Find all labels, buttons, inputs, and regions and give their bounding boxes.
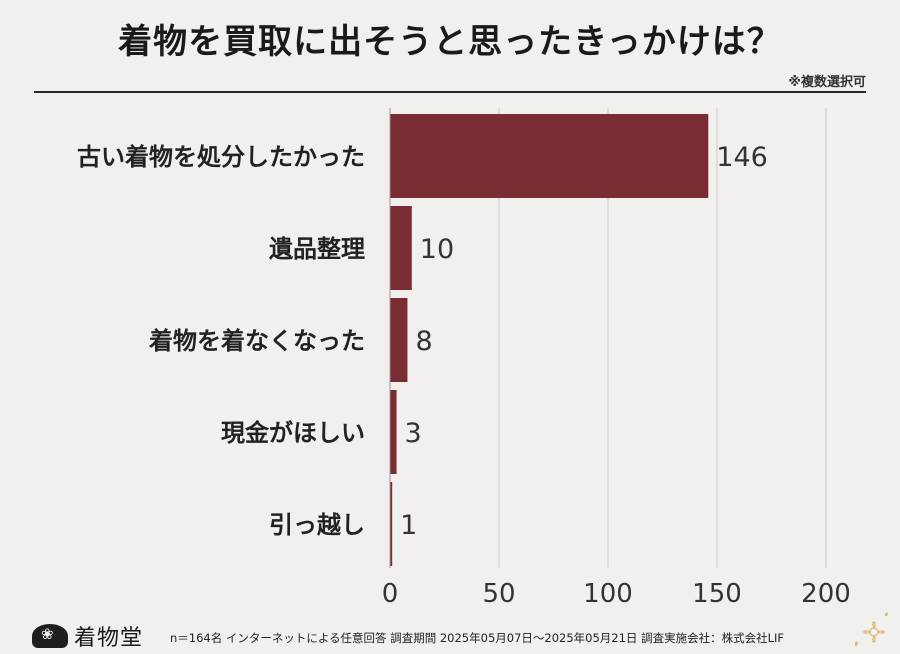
survey-info: n＝164名 インターネットによる任意回答 調査期間 2025年05月07日〜2… — [170, 631, 784, 645]
brand-name: 着物堂 — [74, 626, 144, 651]
chart-title: 着物を買取に出そうと思ったきっかけは？ — [118, 22, 782, 62]
fan-flower-icon — [32, 624, 68, 648]
category-label: 引っ越し — [269, 511, 365, 539]
bar — [390, 114, 709, 198]
multiple-choice-note: ※複数選択可 — [788, 75, 866, 90]
flower-decoration-icon — [854, 612, 889, 647]
bar — [390, 390, 397, 474]
value-label: 3 — [405, 418, 422, 449]
bar — [390, 482, 393, 566]
title-divider — [34, 91, 866, 93]
bar — [390, 206, 412, 290]
footer: 着物堂 n＝164名 インターネットによる任意回答 調査期間 2025年05月0… — [0, 612, 900, 654]
value-label: 1 — [400, 510, 417, 541]
category-label: 着物を着なくなった — [149, 327, 365, 355]
value-label: 146 — [716, 142, 768, 173]
category-label: 遺品整理 — [269, 235, 365, 263]
x-tick-label: 50 — [482, 579, 515, 609]
brand-logo: 着物堂 — [32, 620, 143, 652]
value-label: 8 — [415, 326, 432, 357]
x-tick-label: 150 — [692, 579, 742, 609]
x-tick-label: 0 — [382, 579, 399, 609]
bar — [390, 298, 408, 382]
category-label: 現金がほしい — [221, 419, 365, 447]
x-tick-label: 200 — [801, 579, 851, 609]
value-label: 10 — [420, 234, 454, 265]
category-label: 古い着物を処分したかった — [77, 143, 365, 171]
x-tick-label: 100 — [583, 579, 633, 609]
